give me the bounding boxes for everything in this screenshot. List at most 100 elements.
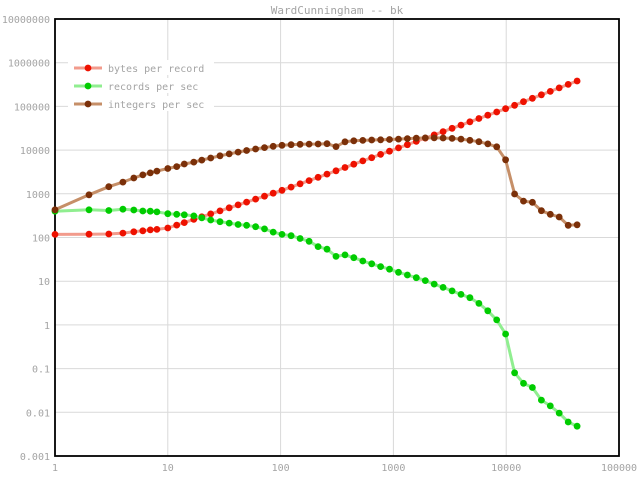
data-point: [305, 237, 313, 245]
legend-item-background: [68, 60, 214, 75]
data-point: [252, 195, 259, 203]
data-point: [502, 105, 509, 113]
data-point: [564, 418, 572, 426]
data-point: [412, 134, 420, 142]
data-point: [173, 163, 181, 171]
data-point: [350, 160, 358, 168]
data-point: [51, 231, 59, 238]
data-point: [51, 206, 59, 214]
data-point: [484, 140, 492, 148]
x-tick-label: 100: [272, 463, 290, 474]
data-point: [466, 118, 474, 126]
data-point: [573, 221, 581, 229]
data-point: [146, 226, 154, 234]
data-point: [448, 124, 456, 132]
data-point: [412, 274, 420, 282]
data-point: [105, 207, 113, 214]
data-point: [164, 165, 172, 172]
y-tick-label: 0.001: [20, 452, 50, 463]
y-tick-label: 0.01: [26, 408, 50, 419]
data-point: [139, 207, 147, 215]
data-point: [119, 229, 127, 237]
x-tick-label: 1000: [381, 463, 405, 474]
data-point: [368, 154, 376, 162]
data-point: [207, 154, 215, 162]
data-point: [555, 409, 563, 417]
data-point: [511, 101, 518, 109]
data-point: [538, 207, 545, 215]
data-point: [323, 245, 331, 253]
data-point: [305, 177, 313, 185]
data-point: [139, 227, 147, 235]
data-point: [314, 173, 322, 181]
data-point: [341, 164, 349, 171]
data-point: [457, 135, 465, 143]
data-point: [287, 183, 295, 191]
series-integers-per-sec: [51, 134, 581, 229]
data-point: [153, 226, 161, 233]
legend-item: records per sec: [68, 78, 214, 93]
y-tick-label: 1000: [26, 190, 50, 201]
data-point: [484, 307, 492, 315]
data-point: [493, 108, 501, 116]
data-point: [448, 287, 456, 295]
data-point: [359, 137, 367, 144]
data-point: [234, 148, 242, 156]
data-point: [198, 156, 206, 164]
data-point: [573, 422, 581, 430]
data-point: [341, 138, 349, 146]
data-point: [243, 198, 251, 206]
legend-item: bytes per record: [68, 60, 214, 75]
legend-item: integers per sec: [68, 96, 214, 111]
data-point: [529, 94, 536, 102]
data-point: [529, 384, 536, 391]
data-point: [377, 136, 384, 144]
data-point: [368, 260, 376, 268]
data-point: [225, 219, 233, 227]
data-point: [529, 198, 536, 206]
data-point: [105, 183, 113, 191]
data-point: [350, 137, 358, 145]
data-point: [395, 135, 402, 143]
data-point: [234, 221, 242, 228]
data-point: [377, 263, 384, 270]
data-point: [421, 277, 429, 284]
data-point: [287, 141, 295, 149]
legend-point-sample: [84, 82, 92, 90]
data-point: [368, 136, 376, 144]
data-point: [296, 180, 304, 188]
legend-item-label: bytes per record: [108, 64, 204, 75]
data-point: [573, 77, 581, 85]
data-point: [430, 280, 438, 288]
data-point: [105, 230, 113, 238]
data-point: [377, 151, 384, 158]
data-point: [234, 201, 242, 209]
data-point: [359, 257, 367, 265]
y-tick-label: 100000: [14, 102, 50, 113]
series-bytes-per-record: [51, 77, 581, 238]
data-point: [493, 316, 501, 324]
legend-item-background: [68, 96, 214, 111]
data-point: [198, 214, 206, 222]
data-point: [546, 210, 554, 218]
data-point: [493, 143, 501, 151]
legend: bytes per record records per sec integers …: [68, 60, 214, 111]
data-point: [502, 330, 509, 338]
data-point: [466, 294, 474, 302]
data-point: [332, 167, 340, 175]
data-point: [296, 235, 304, 242]
data-point: [119, 205, 127, 213]
data-point: [359, 157, 367, 165]
data-point: [555, 84, 563, 92]
data-point: [85, 230, 93, 238]
data-point: [386, 147, 393, 155]
data-point: [216, 152, 224, 160]
data-point: [225, 150, 233, 158]
data-point: [323, 140, 331, 148]
data-point: [555, 213, 563, 221]
data-point: [439, 128, 447, 136]
legend-point-sample: [84, 100, 92, 108]
data-point: [85, 191, 93, 199]
